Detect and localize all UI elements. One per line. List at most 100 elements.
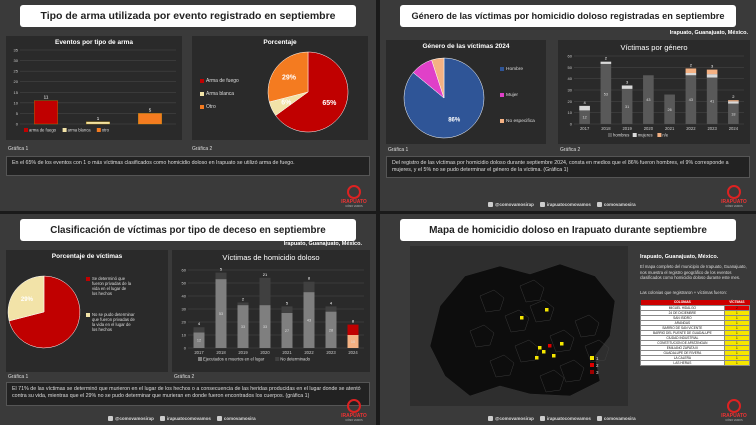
data-label: 2 bbox=[732, 94, 735, 99]
legend-swatch bbox=[24, 128, 28, 132]
legend-swatch bbox=[275, 357, 280, 361]
incident-marker bbox=[542, 350, 546, 354]
bar-segment bbox=[643, 75, 654, 124]
instagram-link[interactable]: comovamosira bbox=[596, 416, 636, 421]
legend-swatch bbox=[500, 93, 504, 97]
colonias-intro: Las colonias que registraron + víctimas … bbox=[640, 290, 727, 295]
x-tick-label: 2020 bbox=[644, 126, 654, 131]
instagram-link[interactable]: comovamosira bbox=[596, 202, 636, 207]
panel-title: Porcentaje bbox=[263, 39, 297, 46]
bar-segment bbox=[706, 77, 718, 124]
bar-segment bbox=[600, 61, 612, 64]
district-outline bbox=[514, 339, 540, 363]
logo-tagline: CÓMO VAMOS bbox=[345, 419, 363, 422]
legend-label: No se pudo determinar que fueron privadas… bbox=[92, 312, 136, 332]
logo-tagline: CÓMO VAMOS bbox=[725, 205, 743, 208]
pie-slice bbox=[8, 275, 81, 349]
panel-title: Porcentaje de víctimas bbox=[51, 253, 123, 260]
facebook-icon bbox=[539, 416, 545, 421]
x-tick-label: 2019 bbox=[622, 126, 632, 131]
slide-arma: Tipo de arma utilizada por evento regist… bbox=[0, 0, 376, 211]
x-tick-label: 2020 bbox=[260, 350, 270, 355]
x-tick-label: 2019 bbox=[238, 350, 248, 355]
slide-title: Tipo de arma utilizada por evento regist… bbox=[20, 5, 356, 27]
district-outline bbox=[549, 329, 575, 353]
panel-title: Género de las víctimas 2024 bbox=[422, 43, 510, 50]
slice-label: 65% bbox=[322, 100, 337, 107]
facebook-icon bbox=[159, 416, 165, 421]
y-tick-label: 40 bbox=[568, 76, 573, 81]
bar bbox=[138, 113, 162, 125]
bar-segment bbox=[728, 100, 739, 102]
legend-swatch bbox=[608, 133, 612, 137]
district-outline bbox=[519, 279, 545, 303]
graph-label: Gráfica 2 bbox=[560, 147, 581, 153]
graph-label: Gráfica 1 bbox=[388, 147, 409, 153]
legend-swatch bbox=[500, 67, 504, 71]
panel-title: Víctimas por género bbox=[620, 43, 688, 52]
district-outline bbox=[539, 369, 565, 393]
y-tick-label: 30 bbox=[182, 307, 187, 312]
facebook-link[interactable]: irapuatocomovamos bbox=[539, 202, 591, 207]
data-label: 33 bbox=[241, 325, 245, 329]
district-outline bbox=[559, 359, 585, 383]
y-tick-label: 35 bbox=[14, 48, 19, 53]
incident-marker bbox=[538, 346, 542, 350]
pie-slice bbox=[275, 51, 349, 133]
x-tick-label: 2023 bbox=[707, 126, 717, 131]
legend-label: mujeres bbox=[638, 133, 653, 138]
graph-label: Gráfica 2 bbox=[192, 146, 213, 152]
bar-segment bbox=[685, 68, 697, 73]
col-header-colonias: COLONIAS bbox=[640, 300, 725, 305]
map-legend-label: 3 bbox=[596, 370, 599, 375]
bar-segment bbox=[215, 279, 227, 348]
y-tick-label: 60 bbox=[182, 268, 187, 273]
bar-segment bbox=[664, 94, 675, 124]
bar-segment bbox=[347, 324, 359, 335]
twitter-link[interactable]: @comovamosirap bbox=[488, 416, 534, 421]
description: En el 65% de los eventos con 1 o más víc… bbox=[6, 156, 370, 176]
data-label: 3 bbox=[626, 79, 629, 84]
district-outline bbox=[574, 314, 600, 338]
twitter-icon bbox=[108, 416, 113, 421]
logo-name: IRAPUATO bbox=[341, 413, 367, 419]
district-outline bbox=[489, 354, 515, 378]
data-label: 5 bbox=[286, 300, 289, 305]
bar-segment bbox=[706, 69, 718, 75]
y-tick-label: 25 bbox=[14, 69, 19, 74]
slice-label: 29% bbox=[282, 75, 297, 82]
bar-segment bbox=[621, 85, 633, 89]
y-tick-label: 30 bbox=[568, 88, 573, 93]
footer: @comovamosirap irapuatocomovamos comovam… bbox=[488, 202, 636, 207]
bar-segment bbox=[259, 305, 271, 348]
instagram-link[interactable]: comovamosira bbox=[216, 416, 256, 421]
y-tick-label: 10 bbox=[182, 333, 187, 338]
y-tick-label: 5 bbox=[16, 111, 19, 116]
logo-name: IRAPUATO bbox=[721, 413, 747, 419]
panel-pie-arma: Porcentaje 65% 6% 29% Arma de fuego Arma bla… bbox=[192, 36, 368, 140]
logo: IRAPUATO CÓMO VAMOS bbox=[340, 185, 368, 208]
panel-pie-genero: Género de las víctimas 2024 86% Hombre Muj… bbox=[386, 40, 546, 144]
slide-subtitle: Irapuato, Guanajuato, México. bbox=[669, 30, 748, 36]
slice-label: 29% bbox=[21, 297, 34, 303]
footer: @comovamosirap irapuatocomovamos comovam… bbox=[488, 416, 636, 421]
panel-bar-deceso: Víctimas de homicidio doloso 0 10 20 30 40 50… bbox=[172, 250, 370, 372]
twitter-link[interactable]: @comovamosirap bbox=[108, 416, 154, 421]
y-tick-label: 50 bbox=[568, 65, 573, 70]
data-label: 41 bbox=[710, 99, 714, 103]
map-description: El mapa completo del municipio de Irapua… bbox=[640, 264, 747, 281]
legend-label: arma de fuego bbox=[29, 128, 57, 133]
data-label: 18 bbox=[731, 112, 735, 116]
twitter-link[interactable]: @comovamosirap bbox=[488, 202, 534, 207]
bar-segment bbox=[325, 311, 337, 348]
colonia-victimas: 1 bbox=[723, 359, 751, 366]
data-label: 11 bbox=[44, 95, 49, 100]
data-label: 43 bbox=[689, 98, 693, 102]
facebook-link[interactable]: irapuatocomovamos bbox=[159, 416, 211, 421]
bar-segment bbox=[259, 277, 271, 306]
bar-segment bbox=[347, 335, 359, 348]
data-label: 27 bbox=[285, 329, 289, 333]
facebook-link[interactable]: irapuatocomovamos bbox=[539, 416, 591, 421]
incident-marker bbox=[545, 308, 549, 312]
logo-icon bbox=[727, 399, 741, 413]
